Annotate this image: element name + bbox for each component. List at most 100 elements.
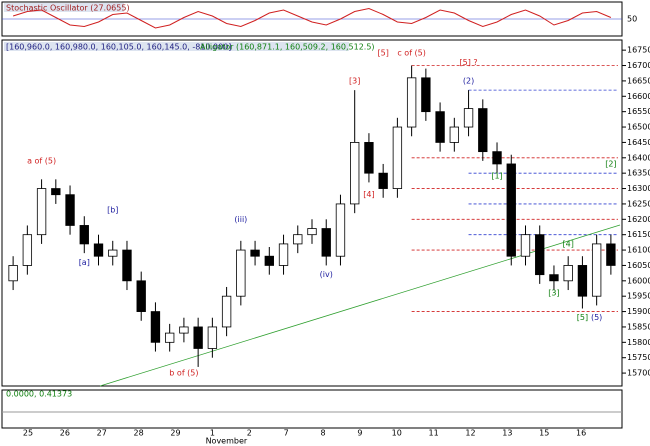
candle-body	[435, 111, 445, 143]
wave-label: a of (5)	[27, 156, 56, 165]
y-tick-label: 15900	[627, 307, 650, 316]
candle-body	[8, 265, 18, 282]
wave-label: (5)	[591, 313, 602, 322]
x-tick-label: 8	[320, 429, 325, 438]
candle-body	[93, 243, 104, 257]
x-tick-label: 29	[170, 429, 180, 438]
candle-body	[293, 234, 303, 245]
candle-body	[463, 108, 474, 128]
x-tick-label: 28	[134, 429, 144, 438]
y-tick-label: 16100	[627, 246, 650, 255]
wave-label: [3]	[548, 289, 559, 298]
y-tick-label: 16150	[627, 230, 650, 239]
candle-body	[22, 234, 33, 266]
y-tick-label: 16000	[627, 276, 650, 285]
wave-label: [5] ?	[459, 58, 477, 67]
y-tick-label: 16750	[627, 46, 650, 55]
candle-body	[79, 225, 89, 245]
candle-body	[350, 142, 360, 205]
candle-body	[421, 77, 431, 113]
candle-body	[591, 243, 602, 297]
candle-body	[264, 255, 274, 266]
wave-label: [2]	[605, 159, 616, 168]
wave-label: [3]	[349, 76, 360, 85]
x-tick-label: 25	[23, 429, 33, 438]
candle-body	[520, 234, 531, 257]
y-tick-label: 16650	[627, 76, 650, 85]
price-panel	[1, 39, 623, 387]
candle-body	[563, 265, 573, 282]
lower-panel	[1, 389, 623, 429]
candle-body	[406, 77, 417, 128]
oscillator-title-box	[4, 3, 124, 12]
candle-body	[207, 326, 218, 349]
candle-body	[136, 280, 146, 312]
y-tick-label: 15800	[627, 338, 650, 347]
candle-body	[278, 243, 289, 266]
candle-body	[122, 249, 132, 282]
y-tick-label: 15750	[627, 353, 650, 362]
wave-label: [5]	[577, 313, 588, 322]
wave-label: b of (5)	[169, 369, 198, 378]
candle-body	[307, 228, 317, 236]
x-tick-label: 16	[576, 429, 586, 438]
candle-body	[392, 126, 403, 189]
x-tick-label: 27	[97, 429, 107, 438]
y-tick-label: 16700	[627, 61, 650, 70]
lower-title: 0.0000, 0.41373	[6, 390, 72, 399]
x-tick-label: 1	[210, 429, 215, 438]
x-tick-label: 12	[465, 429, 475, 438]
oscillator-line	[12, 7, 612, 29]
wave-label: c of (5)	[397, 49, 426, 58]
candle-body	[549, 274, 559, 282]
y-tick-label: 16300	[627, 184, 650, 193]
candle-body	[250, 249, 260, 257]
title-box	[4, 42, 349, 51]
candle-body	[150, 311, 161, 343]
y-tick-label: 15700	[627, 369, 650, 378]
wave-label: [4]	[363, 190, 374, 199]
candle-body	[449, 126, 459, 143]
chart-subtitle: Alligator (160,871.1, 160,509.2, 160,512…	[200, 43, 375, 52]
wave-label: [a]	[79, 258, 90, 267]
wave-label: [4]	[563, 239, 574, 248]
y-tick-label: 16350	[627, 169, 650, 178]
y-tick-label: 16050	[627, 261, 650, 270]
y-tick-label: 16450	[627, 138, 650, 147]
wave-label: [1]	[491, 172, 502, 181]
y-tick-label: 16400	[627, 153, 650, 162]
y-tick-label: 16200	[627, 215, 650, 224]
wave-label: [b]	[107, 206, 118, 215]
candle-body	[36, 188, 47, 236]
candle-body	[221, 295, 232, 328]
wave-label: (iv)	[320, 270, 333, 279]
candle-body	[165, 332, 175, 343]
x-tick-label: 13	[502, 429, 512, 438]
candle-body	[193, 326, 203, 349]
month-label: November	[206, 437, 248, 446]
x-tick-label: 7	[284, 429, 289, 438]
candle-body	[51, 188, 61, 196]
wave-label: [5]	[377, 49, 388, 58]
x-tick-label: 9	[357, 429, 362, 438]
x-tick-label: 11	[429, 429, 439, 438]
x-tick-label: 10	[392, 429, 402, 438]
candle-body	[606, 243, 616, 266]
trendline	[99, 224, 621, 387]
candle-body	[179, 326, 189, 334]
candle-body	[364, 142, 374, 174]
oscillator-tick-label: 50	[627, 15, 637, 24]
candle-body	[335, 203, 346, 257]
candle-body	[108, 249, 118, 257]
candle-body	[506, 163, 516, 257]
candle-body	[65, 194, 75, 226]
candle-body	[577, 265, 588, 297]
y-tick-label: 16550	[627, 107, 650, 116]
y-tick-label: 16600	[627, 92, 650, 101]
candle-body	[236, 249, 246, 297]
candle-body	[492, 151, 502, 165]
y-tick-label: 16250	[627, 199, 650, 208]
candle-body	[321, 228, 331, 257]
y-tick-label: 15950	[627, 292, 650, 301]
